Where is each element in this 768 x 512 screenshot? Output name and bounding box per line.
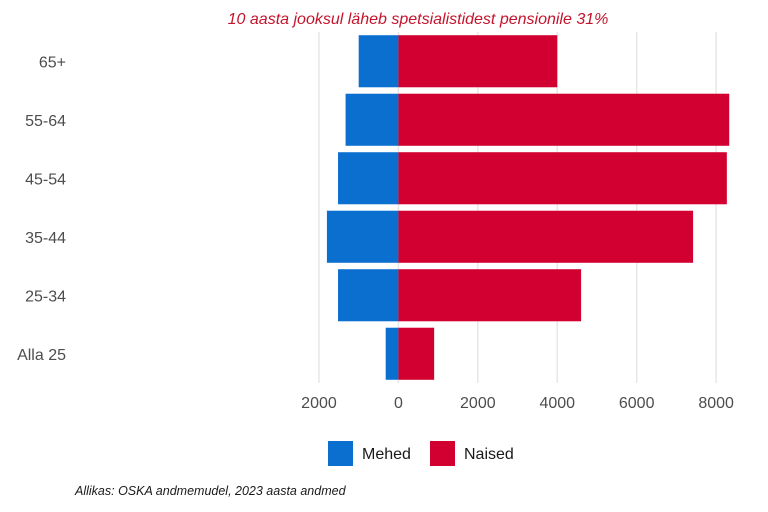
bars bbox=[326, 35, 730, 380]
bar-naised bbox=[398, 269, 582, 322]
category-label: 55-64 bbox=[25, 113, 66, 130]
legend-swatch-mehed bbox=[328, 441, 353, 466]
category-label: 35-44 bbox=[25, 230, 66, 247]
bar-mehed bbox=[385, 327, 399, 380]
grid-lines bbox=[318, 32, 717, 383]
bar-naised bbox=[398, 152, 727, 205]
x-tick-label: 2000 bbox=[301, 395, 337, 412]
category-labels: 65+ 55-64 45-54 35-44 25-34 Alla 25 bbox=[17, 54, 66, 364]
bar-naised bbox=[398, 35, 558, 88]
bar-naised bbox=[398, 327, 435, 380]
chart-title: 10 aasta jooksul läheb spetsialistidest … bbox=[228, 11, 609, 28]
bar-mehed bbox=[345, 93, 399, 146]
bar-mehed bbox=[338, 152, 399, 205]
x-tick-label: 2000 bbox=[460, 395, 496, 412]
bar-mehed bbox=[358, 35, 399, 88]
x-tick-label: 6000 bbox=[619, 395, 655, 412]
bar-naised bbox=[398, 210, 694, 263]
category-label: 25-34 bbox=[25, 288, 66, 305]
legend: Mehed Naised bbox=[328, 441, 514, 466]
x-tick-label: 4000 bbox=[539, 395, 575, 412]
bar-mehed bbox=[326, 210, 399, 263]
legend-swatch-naised bbox=[430, 441, 455, 466]
category-label: 65+ bbox=[39, 54, 66, 71]
source-note: Allikas: OSKA andmemudel, 2023 aasta and… bbox=[75, 484, 346, 498]
category-label: 45-54 bbox=[25, 171, 66, 188]
x-tick-labels: 2000 0 2000 4000 6000 8000 bbox=[301, 395, 734, 412]
legend-label: Naised bbox=[464, 446, 514, 463]
legend-label: Mehed bbox=[362, 446, 411, 463]
x-tick-label: 8000 bbox=[698, 395, 734, 412]
bar-mehed bbox=[338, 269, 399, 322]
category-label: Alla 25 bbox=[17, 347, 66, 364]
bar-naised bbox=[398, 93, 730, 146]
x-tick-label: 0 bbox=[394, 395, 403, 412]
